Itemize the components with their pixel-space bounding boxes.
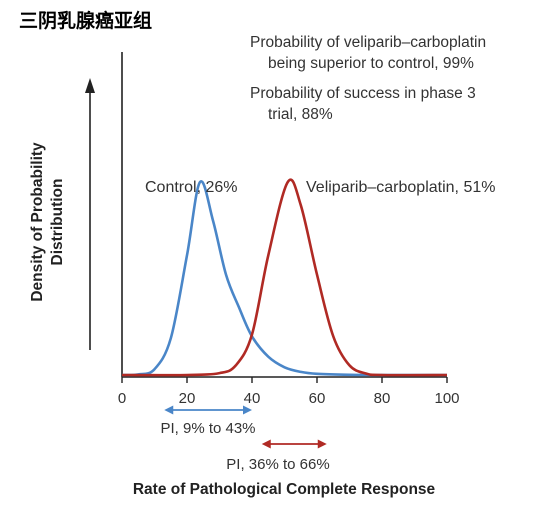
x-tick-label: 20	[179, 390, 196, 407]
annotation-superiority-line-1: Probability of veliparib–carboplatin	[250, 34, 486, 51]
annotation-phase3-line-2: trial, 88%	[268, 106, 333, 123]
annotation-superiority-line-2: being superior to control, 99%	[268, 55, 474, 72]
veliparib-carboplatin-curve	[121, 178, 448, 377]
x-axis-title: Rate of Pathological Complete Response	[133, 481, 436, 498]
y-axis-title-line-1: Density of Probability	[29, 142, 46, 302]
prediction-intervals: PI, 9% to 43% PI, 36% to 66%	[160, 405, 330, 473]
control-pi-arrowhead-right	[243, 405, 252, 415]
control-pi-arrowhead-left	[164, 405, 174, 415]
veliparib-carboplatin-pi-arrowhead-left	[261, 439, 271, 449]
annotation-phase3-line-1: Probability of success in phase 3	[250, 85, 476, 102]
control-label: Control, 26%	[145, 179, 238, 196]
curve-labels: Control, 26% Veliparib–carboplatin, 51%	[145, 179, 495, 196]
x-tick-label: 100	[434, 390, 459, 407]
control-curve	[121, 180, 447, 377]
veliparib-carboplatin-pi-label: PI, 36% to 66%	[226, 456, 329, 473]
density-curves	[121, 178, 448, 377]
x-tick-label: 0	[118, 390, 126, 407]
x-ticks: 0 20 40 60 80 100	[118, 377, 460, 407]
x-tick-label: 80	[374, 390, 391, 407]
y-axis-title-line-2: Distribution	[49, 179, 66, 266]
chart-heading: 三阴乳腺癌亚组	[19, 9, 152, 32]
x-tick-label: 40	[244, 390, 261, 407]
veliparib-carboplatin-label: Veliparib–carboplatin, 51%	[306, 179, 495, 196]
x-tick-label: 60	[309, 390, 326, 407]
y-arrow-head	[85, 78, 95, 93]
control-pi-label: PI, 9% to 43%	[160, 420, 255, 437]
veliparib-carboplatin-pi-arrowhead-right	[317, 439, 327, 449]
